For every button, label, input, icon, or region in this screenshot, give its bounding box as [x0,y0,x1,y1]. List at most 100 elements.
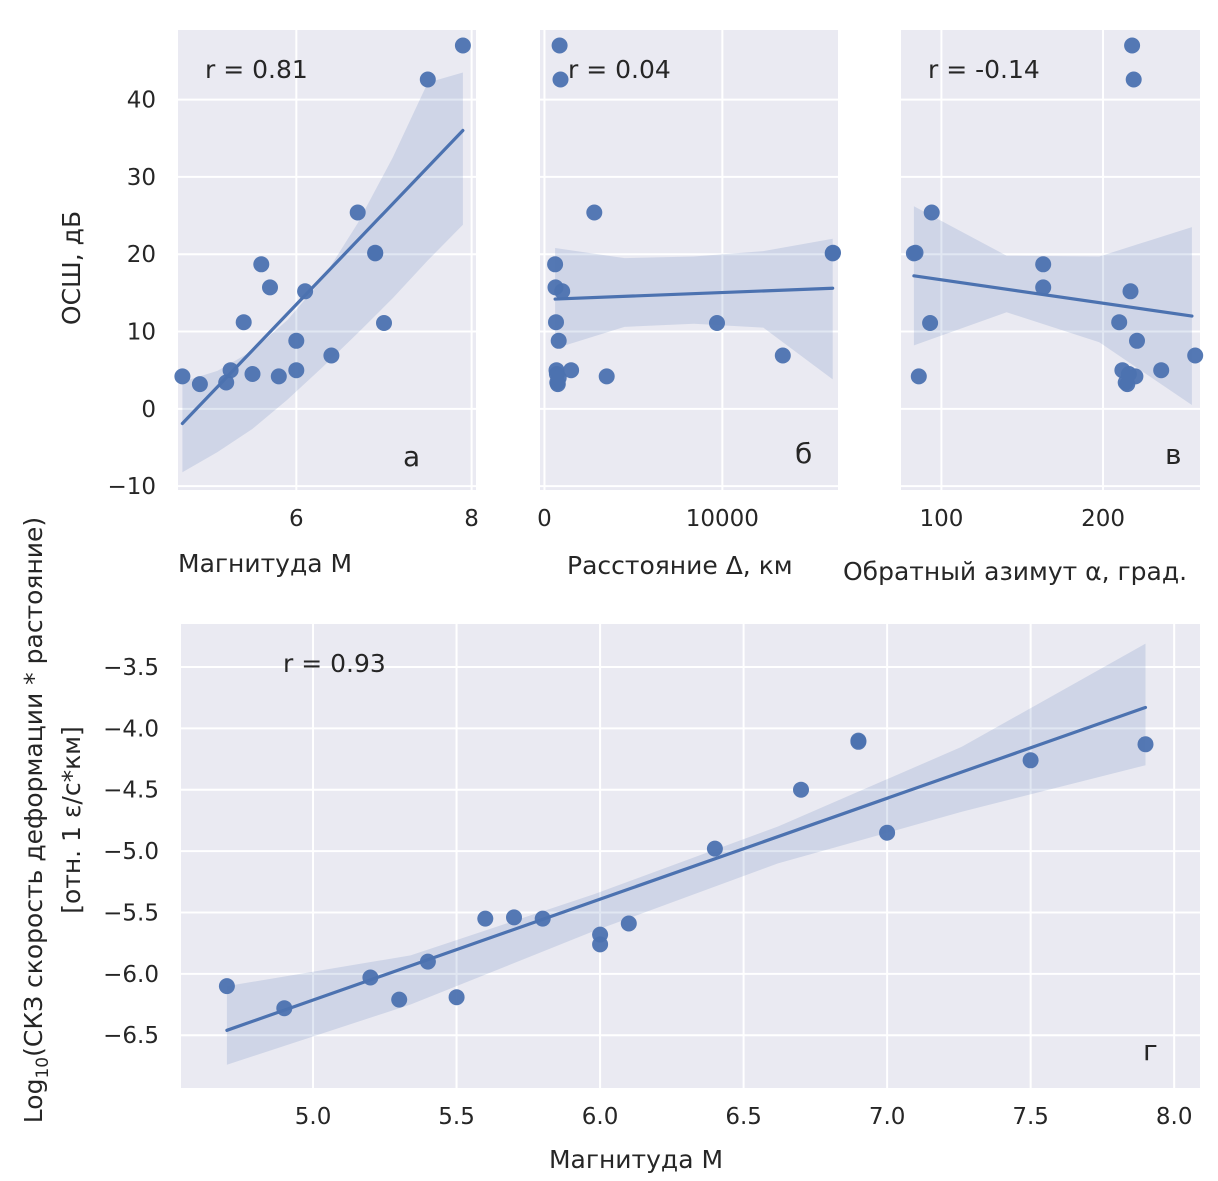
data-point [367,244,384,261]
panel-v-xlabel: Обратный азимут α, град. [843,557,1187,586]
data-point [391,991,408,1008]
data-point [270,368,287,385]
x-tick-label: 7.5 [1012,1104,1049,1130]
data-point [548,314,564,331]
panel-g: 5.0 5.5 6.0 6.5 7.0 7.5 8.0 −6.5 −6.0 −5.5 −5.0 −4.… [103,624,1200,1130]
data-point [419,71,436,88]
data-point [1035,256,1052,273]
data-point [1125,71,1142,88]
data-point [288,332,305,349]
x-tick-label: 0 [537,506,552,532]
y-tick-label: −4.5 [103,778,159,804]
data-point [922,315,939,331]
plot-background [540,30,838,490]
data-point [419,953,436,970]
data-point [276,1000,293,1017]
x-tick-label: 8 [464,506,479,532]
data-point [592,936,609,953]
panel-a-xlabel: Магнитуда M [178,549,352,578]
y-tick-label: −10 [107,474,156,500]
y-tick-label: −5.5 [103,900,159,926]
confidence-band [226,643,1146,1065]
x-tick-label: 7.0 [869,1104,906,1130]
regression-line [912,274,1194,318]
data-point [376,315,392,331]
data-point [1127,368,1144,385]
x-tick-label: 6 [289,506,304,532]
panel-g-annotation: r = 0.93 [283,649,386,678]
data-point [1137,736,1154,753]
data-point [923,204,940,221]
panel-g-ylabel-line2: [отн. 1 ε/с*км] [57,726,86,914]
data-point [218,374,235,391]
regression-line [225,705,1148,1032]
panel-a-annotation: r = 0.81 [205,55,308,84]
data-point [477,910,494,927]
data-point [552,71,569,88]
panel-b-letter: б [795,437,812,470]
data-point [793,781,809,798]
data-point [550,369,567,386]
data-point [1035,279,1052,296]
y-tick-label: 10 [127,320,156,346]
y-tick-label: 0 [141,397,156,423]
panel-g-xlabel: Магнитуда M [549,1145,723,1174]
ylabel-sub: 10 [33,1057,53,1079]
data-point [191,376,208,393]
data-point [1124,37,1141,54]
y-tick-label: 20 [127,242,156,268]
data-point [1122,283,1139,300]
data-point [362,969,379,986]
data-point [448,989,465,1006]
data-point [297,283,314,300]
y-tick-label: −6.0 [103,962,159,988]
y-tick-label: 30 [127,165,156,191]
data-point [563,362,580,379]
ylabel-rest: (СКЗ скорость деформации * растояние) [19,517,48,1057]
data-point [218,978,235,995]
panel-b: 0 10000 [537,30,841,532]
panel-a: 6 8 −10 0 10 20 30 40 [107,30,479,532]
data-point [551,37,568,54]
panel-v: 100 200 [901,30,1204,532]
data-point [253,256,270,273]
data-point [506,909,522,926]
ylabel-log: Log [19,1079,48,1124]
data-point [879,824,896,841]
data-point [586,204,603,221]
data-point [547,256,564,273]
data-point [288,362,305,379]
panel-g-ylabel-line1: Log10(СКЗ скорость деформации * растояни… [19,517,53,1123]
data-point [534,910,551,927]
x-tick-label: 6.5 [725,1104,762,1130]
y-tick-label: −4.0 [103,716,159,742]
y-tick-label: −6.5 [103,1023,159,1049]
data-point [910,368,927,385]
data-point [235,314,252,331]
data-point [244,366,261,382]
x-tick-label: 10000 [686,506,759,532]
panel-v-annotation: r = -0.14 [928,55,1040,84]
data-point [1153,362,1170,379]
data-point [349,204,366,221]
confidence-band [555,238,833,380]
plot-background [901,30,1200,490]
data-point [550,332,567,349]
data-point [1129,332,1145,349]
panel-a-ylabel: ОСШ, дБ [57,211,86,325]
data-point [706,840,723,857]
data-point [1187,347,1204,364]
data-point [262,279,278,296]
panel-b-xlabel: Расстояние Δ, км [567,551,793,580]
x-tick-label: 200 [1081,506,1125,532]
y-tick-label: −5.0 [103,839,159,865]
data-point [709,315,725,331]
panel-a-letter: а [403,440,420,473]
data-point [598,368,615,385]
x-tick-label: 5.0 [295,1104,332,1130]
x-tick-label: 8.0 [1156,1104,1193,1130]
data-point [174,368,191,385]
plot-background [178,30,476,490]
data-point [1022,752,1039,769]
